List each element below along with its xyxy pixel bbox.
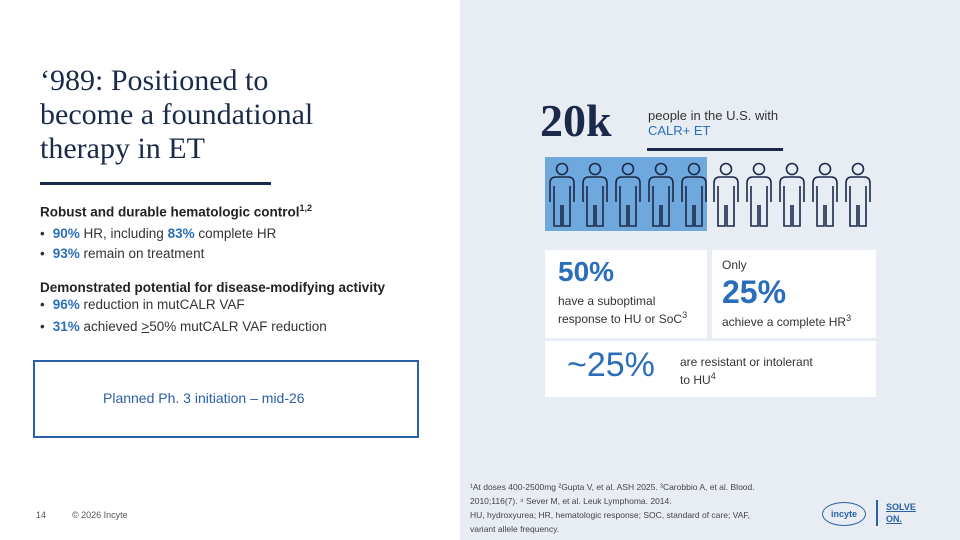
person-head — [687, 162, 701, 176]
stat-value: ~25% — [567, 346, 655, 384]
person-icon — [845, 176, 871, 227]
person-head — [851, 162, 865, 176]
footnotes: ¹At doses 400-2500mg ²Gupta V, et al. AS… — [470, 482, 755, 534]
stat-value: 25% — [722, 274, 787, 310]
people-graphic — [545, 157, 871, 231]
stat-card — [545, 250, 707, 338]
copyright: © 2026 Incyte — [72, 510, 128, 520]
person-icon — [713, 176, 739, 227]
page-number: 14 — [36, 510, 47, 520]
right-panel — [460, 0, 960, 540]
bullet: 90% HR, including 83% complete HR — [40, 226, 277, 241]
bullet: 96% reduction in mutCALR VAF — [40, 297, 245, 312]
slide-title: ‘989: Positioned to become a foundationa… — [40, 64, 313, 166]
person-icon — [615, 176, 641, 227]
person-head — [555, 162, 569, 176]
person-head — [752, 162, 766, 176]
person-head — [588, 162, 602, 176]
stat-text: have a suboptimal response to HU or SoC3 — [558, 294, 688, 326]
stat-value: 50% — [558, 256, 615, 287]
person-icon — [746, 176, 772, 227]
stat-card — [712, 250, 876, 338]
callout-box — [33, 360, 419, 438]
person-icon — [549, 176, 575, 227]
stat-text: achieve a complete HR3 — [722, 313, 852, 329]
person-icon — [582, 176, 608, 227]
headline-text: people in the U.S. with CALR+ ET — [648, 108, 779, 138]
title-line: ‘989: Positioned to — [40, 64, 269, 97]
person-head — [818, 162, 832, 176]
tagline: SOLVE ON. — [886, 502, 916, 524]
person-icon — [779, 176, 805, 227]
person-icon — [648, 176, 674, 227]
stat-prefix: Only — [722, 258, 747, 272]
title-line: become a foundational — [40, 98, 314, 131]
title-rule — [40, 182, 271, 185]
person-icon — [681, 176, 707, 227]
person-head — [621, 162, 635, 176]
title-line: therapy in ET — [40, 132, 205, 165]
person-head — [785, 162, 799, 176]
stat-card — [545, 341, 876, 397]
person-head — [719, 162, 733, 176]
headline-number: 20k — [540, 95, 612, 146]
bullet: 31% achieved >50% mutCALR VAF reduction — [40, 319, 327, 334]
headline-rule — [647, 148, 783, 151]
logo-divider — [876, 500, 878, 526]
person-head — [654, 162, 668, 176]
highlight — [545, 157, 707, 231]
section-heading: Robust and durable hematologic control1,… — [40, 203, 313, 220]
stat-text: are resistant or intolerant to HU4 — [680, 355, 813, 387]
person-icon — [812, 176, 838, 227]
bullet: 93% remain on treatment — [40, 246, 205, 261]
callout-text: Planned Ph. 3 initiation – mid-26 — [103, 390, 305, 406]
section-heading: Demonstrated potential for disease-modif… — [40, 280, 386, 295]
logo: incyte — [822, 502, 866, 526]
